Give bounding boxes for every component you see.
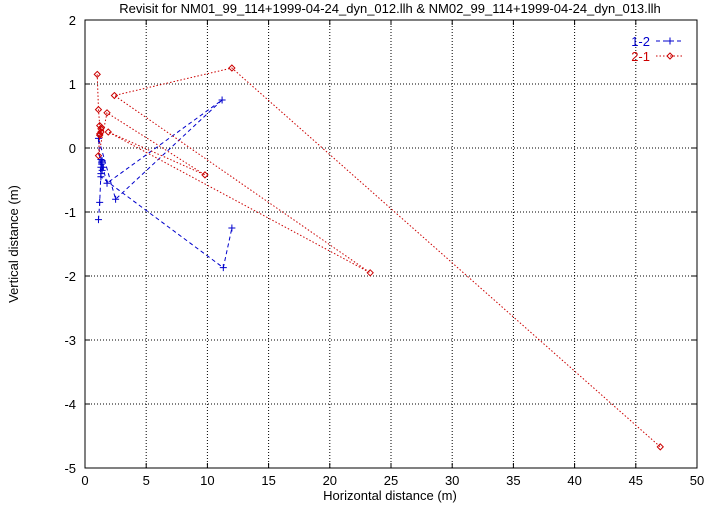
data-point <box>104 128 112 136</box>
y-tick-label: -2 <box>64 269 76 284</box>
legend-marker <box>666 37 674 45</box>
data-point <box>97 173 105 181</box>
y-tick-label: -5 <box>64 461 76 476</box>
series-line <box>98 99 233 269</box>
data-point <box>93 70 101 79</box>
x-tick-label: 0 <box>81 473 88 488</box>
chart-title: Revisit for NM01_99_114+1999-04-24_dyn_0… <box>119 1 661 16</box>
data-point <box>218 96 226 104</box>
series-layer <box>93 64 664 451</box>
data-point <box>97 123 106 132</box>
data-point <box>94 216 102 224</box>
x-tick-label: 15 <box>261 473 275 488</box>
x-axis: 0 5 10 15 20 25 30 35 40 45 50 <box>81 20 704 488</box>
data-point <box>98 158 106 166</box>
data-point <box>112 195 120 203</box>
data-point <box>95 131 104 139</box>
series-line <box>96 67 661 448</box>
data-point <box>228 224 236 232</box>
x-tick-label: 50 <box>690 473 704 488</box>
y-tick-label: -3 <box>64 333 76 348</box>
x-tick-label: 30 <box>445 473 459 488</box>
data-point <box>98 157 106 165</box>
data-point <box>219 264 227 272</box>
x-tick-label: 25 <box>384 473 398 488</box>
legend: 1-22-1 <box>631 34 684 64</box>
x-axis-label: Horizontal distance (m) <box>323 488 457 503</box>
legend-label: 1-2 <box>631 34 650 49</box>
x-tick-label: 40 <box>567 473 581 488</box>
data-point <box>103 179 111 187</box>
data-point <box>95 130 104 138</box>
legend-marker <box>666 52 674 60</box>
x-tick-label: 45 <box>629 473 643 488</box>
series-2-1 <box>93 64 664 451</box>
series-1-2 <box>94 96 236 272</box>
legend-label: 2-1 <box>631 49 650 64</box>
y-tick-label: 2 <box>69 13 76 28</box>
y-tick-label: -1 <box>64 205 76 220</box>
y-tick-label: -4 <box>64 397 76 412</box>
data-point <box>110 91 119 100</box>
y-tick-label: 1 <box>69 77 76 92</box>
x-tick-label: 5 <box>143 473 150 488</box>
data-point <box>201 171 209 179</box>
data-point <box>96 198 104 206</box>
data-point <box>99 163 107 171</box>
y-axis-label: Vertical distance (m) <box>6 185 21 303</box>
x-tick-label: 20 <box>323 473 337 488</box>
data-point <box>94 105 103 114</box>
x-tick-label: 35 <box>506 473 520 488</box>
grid <box>85 20 697 468</box>
data-point <box>94 151 103 160</box>
data-point <box>656 443 664 451</box>
y-tick-label: 0 <box>69 141 76 156</box>
y-axis: -5 -4 -3 -2 -1 0 1 2 <box>64 13 697 476</box>
data-point <box>103 109 111 117</box>
x-tick-label: 10 <box>200 473 214 488</box>
data-point <box>366 269 374 277</box>
plot-frame <box>84 19 698 469</box>
data-point <box>228 64 236 72</box>
data-point <box>98 166 106 174</box>
